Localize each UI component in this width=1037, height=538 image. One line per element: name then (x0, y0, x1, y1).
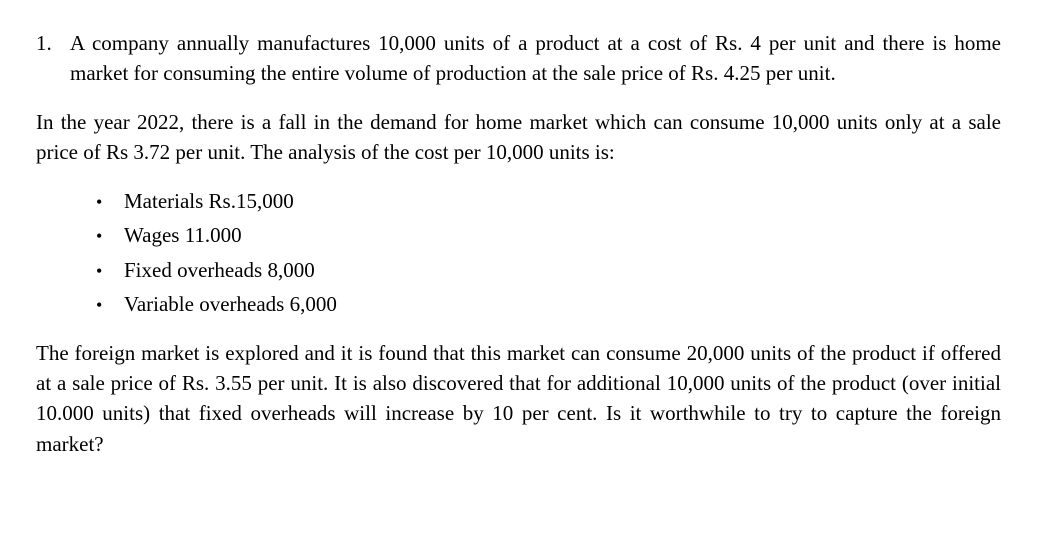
list-item: • Fixed overheads 8,000 (96, 255, 1001, 285)
bullet-icon: • (96, 258, 124, 284)
list-item-label: Fixed overheads 8,000 (124, 255, 1001, 285)
list-item: • Materials Rs.15,000 (96, 186, 1001, 216)
question-para-3: The foreign market is explored and it is… (36, 338, 1001, 460)
question-intro-block: 1. A company annually manufactures 10,00… (36, 28, 1001, 89)
bullet-icon: • (96, 292, 124, 318)
bullet-icon: • (96, 189, 124, 215)
list-item: • Wages 11.000 (96, 220, 1001, 250)
list-item-label: Materials Rs.15,000 (124, 186, 1001, 216)
cost-list: • Materials Rs.15,000 • Wages 11.000 • F… (96, 186, 1001, 320)
question-number: 1. (36, 28, 70, 89)
list-item-label: Variable overheads 6,000 (124, 289, 1001, 319)
list-item-label: Wages 11.000 (124, 220, 1001, 250)
bullet-icon: • (96, 223, 124, 249)
question-intro-text: A company annually manufactures 10,000 u… (70, 28, 1001, 89)
question-para-2: In the year 2022, there is a fall in the… (36, 107, 1001, 168)
list-item: • Variable overheads 6,000 (96, 289, 1001, 319)
